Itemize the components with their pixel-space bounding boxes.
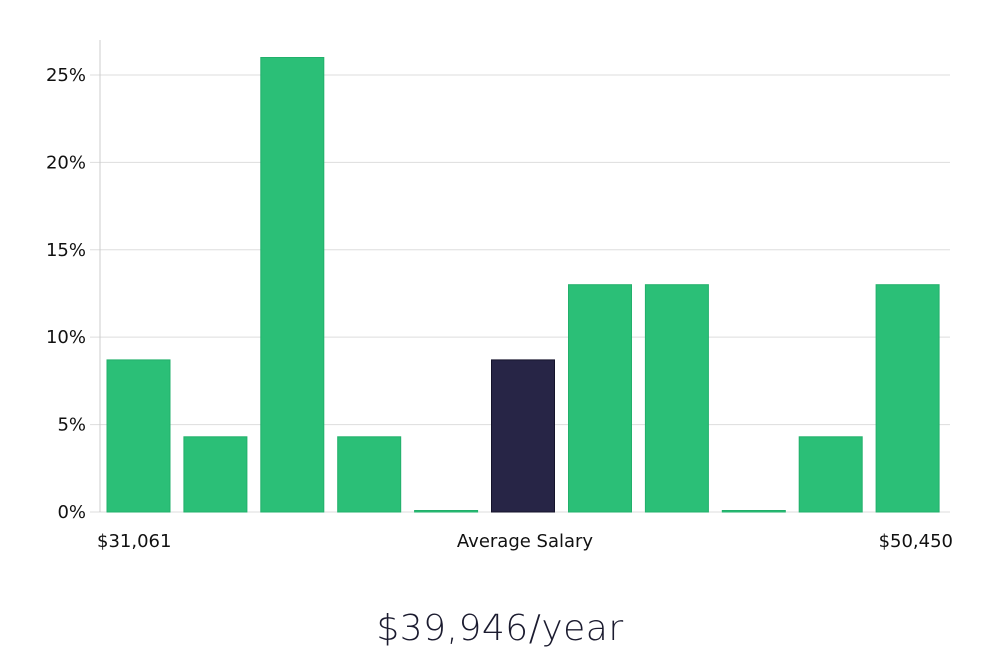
bar [106, 359, 171, 513]
bar [568, 284, 632, 513]
bar [875, 284, 940, 513]
y-tick-label: 15% [46, 240, 86, 261]
x-min-label: $31,061 [97, 531, 171, 552]
x-max-label: $50,450 [879, 531, 953, 552]
bar [337, 436, 402, 513]
bar [183, 436, 248, 513]
y-tick-label: 5% [57, 415, 86, 436]
y-tick-label: 25% [46, 65, 86, 86]
y-tick-label: 20% [46, 152, 86, 173]
bar [260, 57, 325, 513]
x-axis-title: Average Salary [457, 531, 594, 552]
bar [644, 284, 709, 513]
average-salary-value: $39,946/year [376, 608, 624, 649]
salary-distribution-chart: 0%5%10%15%20%25% $31,061 Average Salary … [46, 40, 953, 552]
bars [106, 57, 940, 513]
y-tick-label: 10% [46, 327, 86, 348]
bar [414, 510, 479, 513]
y-tick-label: 0% [57, 502, 86, 523]
bar-highlight [491, 359, 555, 513]
y-axis: 0% 5% 10% 15% 20% 25% [46, 40, 101, 523]
bar [721, 510, 786, 513]
bar [798, 436, 863, 513]
